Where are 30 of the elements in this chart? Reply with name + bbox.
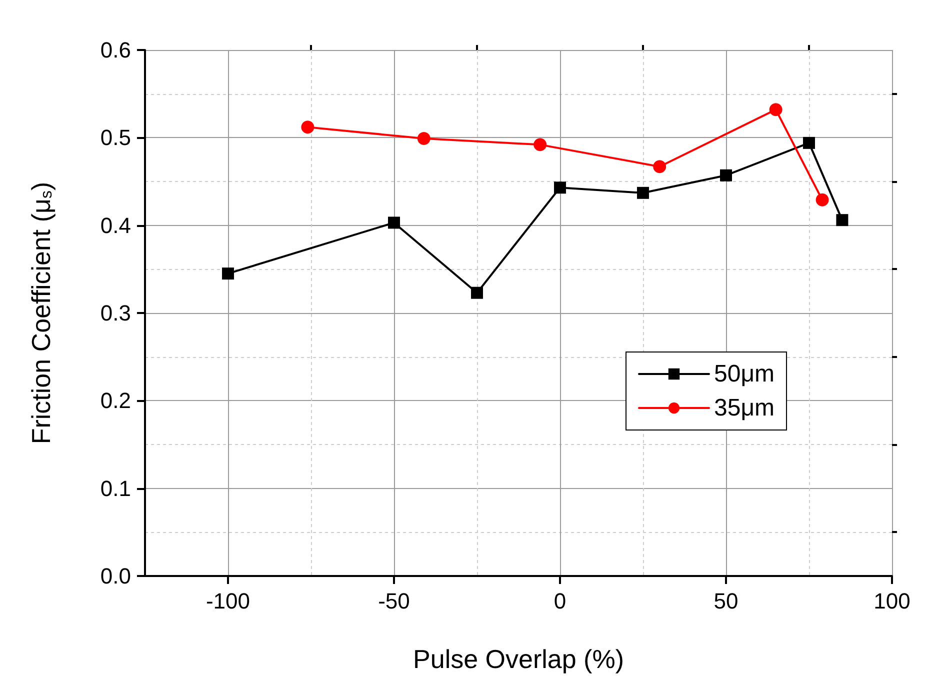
point [653,160,666,174]
y-tick-label: 0.2 [100,388,131,414]
x-tick-label: 50 [714,588,738,614]
x-tick-label: -50 [378,588,410,614]
point [803,136,815,149]
legend-label: 50μm [714,360,775,388]
point [222,268,234,280]
point [534,138,547,152]
legend-label: 35μm [714,394,775,422]
y-axis-title: Friction Coefficient (μs) [26,182,56,444]
point [554,182,566,194]
point [769,103,782,116]
point [471,286,483,299]
y-tick-label: 0.1 [100,476,131,501]
x-tick-label: 0 [554,588,566,614]
y-tick-label: 0.5 [100,125,131,150]
x-tick-label: 100 [874,588,910,614]
point [301,120,314,134]
y-tick-label: 0.3 [100,300,131,326]
point [417,132,430,146]
point [388,216,400,229]
point [816,193,829,206]
x-tick-label: -100 [206,588,250,614]
text: 0.0 [100,564,131,588]
point [720,169,732,182]
y-tick-label: 0.4 [100,212,131,238]
point [836,214,848,226]
y-tick-label: 0.6 [100,38,131,62]
point [637,186,649,199]
x-axis-title: Pulse Overlap (%) [413,644,624,674]
